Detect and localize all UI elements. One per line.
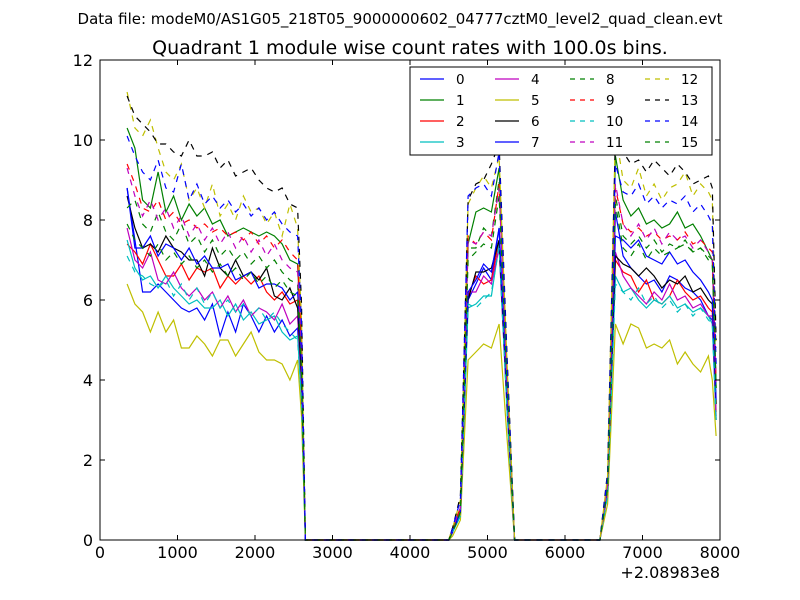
series-line-3 [126,239,717,541]
legend-box [409,66,713,156]
legend-label-9: 9 [606,93,615,109]
series-line-2 [126,239,717,541]
legend-label-6: 6 [531,114,540,130]
x-tick-label: 2000 [235,543,276,562]
x-tick-label: 6000 [545,543,586,562]
x-tick-label: 3000 [312,543,353,562]
series-line-0 [126,187,717,541]
x-tick-label: 1000 [157,543,198,562]
series-line-1 [126,127,717,541]
legend-label-2: 2 [456,114,465,130]
y-tick-label: 2 [83,451,93,470]
legend-label-0: 0 [456,72,465,88]
series-line-5 [126,283,717,541]
legend-label-1: 1 [456,93,465,109]
legend-label-7: 7 [531,135,540,151]
legend-label-10: 10 [606,114,623,130]
y-tick-label: 8 [83,211,93,230]
y-tick-label: 4 [83,371,93,390]
legend-label-12: 12 [681,72,698,88]
legend-label-8: 8 [606,72,615,88]
series-line-8 [126,179,717,541]
y-tick-label: 0 [83,531,93,550]
series-line-14 [126,135,717,541]
series-line-11 [126,167,717,541]
y-tick-label: 6 [83,291,93,310]
legend-label-4: 4 [531,72,540,88]
series-line-12 [126,91,717,541]
x-tick-label: 8000 [700,543,741,562]
x-tick-label: 4000 [390,543,431,562]
legend-label-3: 3 [456,135,465,151]
data-file-suptitle: Data file: modeM0/AS1G05_218T05_90000006… [78,10,723,29]
axis-ticks: 0 1000 2000 3000 4000 5000 6000 7000 80000246810… [73,51,741,562]
series-line-7 [126,187,717,541]
y-tick-label: 10 [73,131,93,150]
x-axis-offset-label: +2.08983e8 [620,563,720,582]
x-tick-label: 7000 [622,543,663,562]
legend-label-11: 11 [606,135,623,151]
legend-label-14: 14 [681,114,698,130]
chart-title: Quadrant 1 module wise count rates with … [152,37,668,59]
y-tick-label: 12 [73,51,93,70]
legend-label-15: 15 [681,135,698,151]
x-tick-label: 0 [95,543,105,562]
legend-label-5: 5 [531,93,540,109]
legend-label-13: 13 [681,93,698,109]
series-line-15 [126,195,717,541]
x-tick-label: 5000 [467,543,508,562]
series-layer [126,91,717,541]
series-line-9 [126,163,717,541]
series-line-10 [126,247,717,541]
